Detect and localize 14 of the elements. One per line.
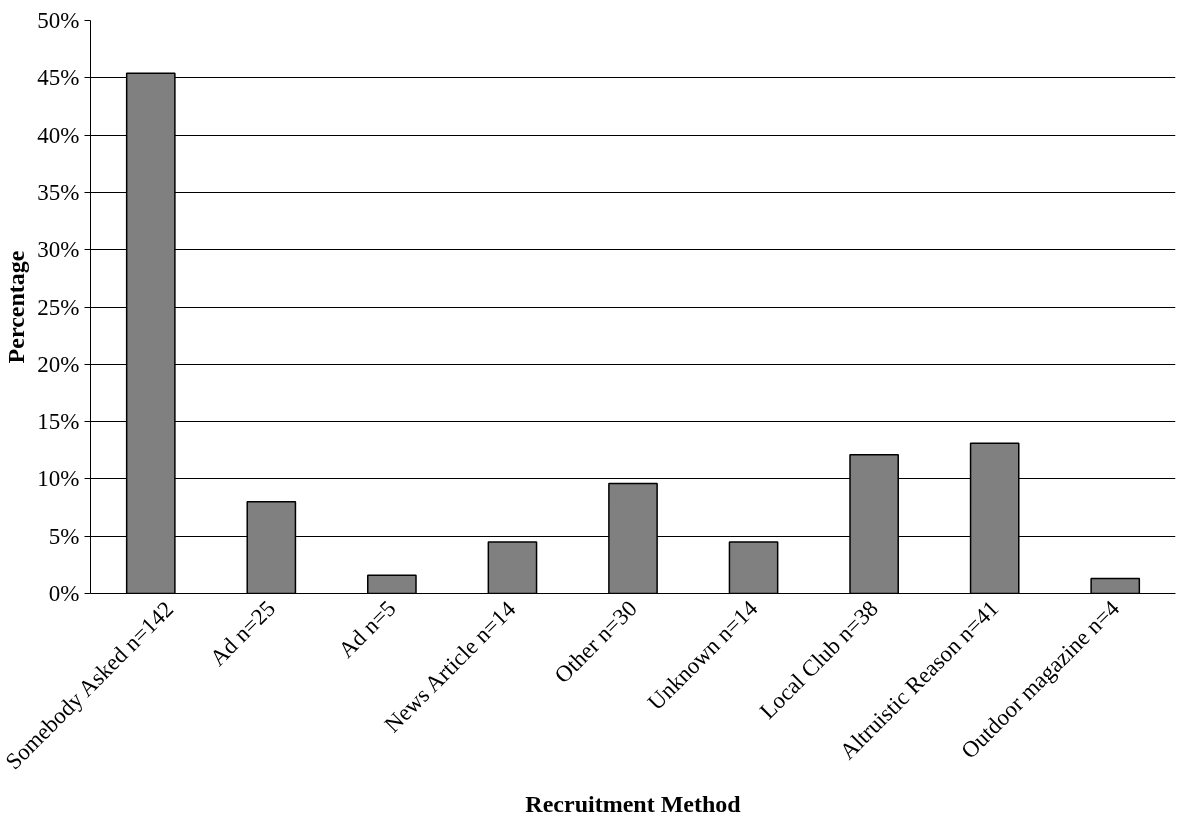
y-tick-label: 15%	[37, 409, 80, 435]
y-tick-label: 40%	[37, 122, 80, 148]
y-tick-label: 10%	[37, 466, 80, 492]
x-tick-label: Ad n=5	[333, 595, 401, 663]
y-tick-label: 0%	[48, 581, 80, 606]
y-tick-label: 50%	[37, 8, 80, 33]
y-tick-label: 30%	[37, 237, 80, 263]
x-axis-title: Recruitment Method	[525, 791, 742, 818]
y-tick-label: 20%	[37, 351, 80, 377]
y-tick-label: 45%	[37, 65, 80, 91]
y-tick-label: 5%	[48, 523, 80, 549]
y-tick-label: 25%	[37, 294, 80, 320]
y-tick-label: 35%	[37, 179, 80, 205]
y-axis-title: Percentage	[3, 250, 30, 364]
